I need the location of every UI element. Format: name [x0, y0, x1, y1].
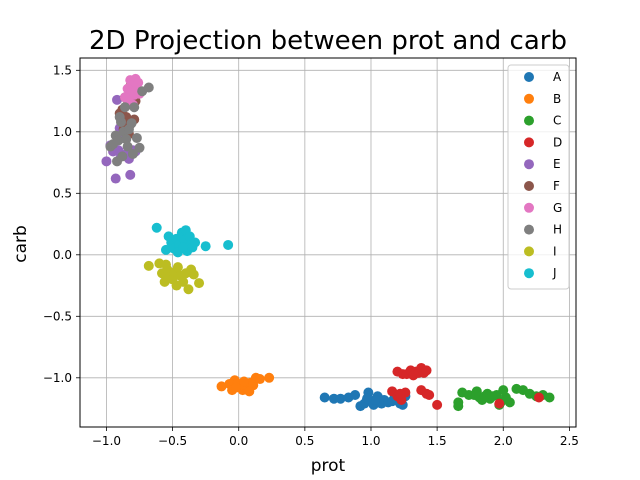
- data-point: [122, 141, 133, 152]
- data-point: [335, 393, 346, 404]
- legend-marker: [524, 93, 534, 104]
- data-point: [112, 94, 123, 105]
- x-tick-label: 1.5: [428, 434, 447, 448]
- y-tick-label: −1.0: [43, 371, 72, 385]
- plot-frame: [79, 57, 577, 428]
- data-point: [113, 135, 124, 146]
- data-point: [126, 118, 137, 129]
- series-I: [143, 258, 205, 295]
- data-point: [160, 244, 171, 255]
- data-point: [110, 173, 121, 184]
- legend-marker: [524, 159, 534, 170]
- data-point: [190, 237, 201, 248]
- y-tick-label: 1.0: [53, 125, 72, 139]
- series-B: [216, 372, 275, 397]
- data-point: [129, 102, 140, 113]
- legend-label: G: [553, 201, 562, 215]
- data-point: [395, 388, 406, 399]
- data-point: [319, 392, 330, 403]
- data-point: [369, 394, 380, 405]
- data-point: [151, 222, 162, 233]
- x-tick-label: 1.0: [361, 434, 380, 448]
- x-tick-label: 0.0: [229, 434, 248, 448]
- data-point: [421, 365, 432, 376]
- y-tick-label: 1.5: [53, 63, 72, 77]
- data-point: [494, 398, 505, 409]
- data-point: [188, 269, 199, 280]
- data-point: [504, 397, 515, 408]
- legend-marker: [524, 115, 534, 126]
- series-H: [105, 82, 154, 167]
- legend-marker: [524, 137, 534, 148]
- legend-label: D: [553, 135, 562, 149]
- data-point: [432, 399, 443, 410]
- legend-marker: [524, 181, 534, 191]
- data-point: [424, 390, 435, 401]
- data-point: [125, 169, 136, 180]
- data-point: [101, 156, 112, 167]
- legend-label: H: [553, 223, 562, 237]
- legend-label: F: [553, 179, 560, 193]
- legend-label: I: [553, 244, 557, 258]
- legend-label: A: [553, 70, 562, 84]
- data-point: [171, 280, 182, 291]
- data-point: [350, 390, 361, 401]
- data-points: [101, 73, 555, 412]
- legend-label: J: [552, 266, 557, 280]
- y-tick-label: 0.0: [53, 248, 72, 262]
- y-axis-label: carb: [11, 225, 31, 263]
- data-point: [223, 239, 234, 250]
- legend-marker: [524, 72, 534, 82]
- data-point: [143, 82, 154, 93]
- data-point: [216, 381, 227, 392]
- legend-marker: [524, 202, 534, 213]
- data-point: [362, 393, 373, 404]
- x-tick-label: 2.5: [560, 434, 579, 448]
- series-D: [387, 362, 544, 410]
- series-J: [151, 222, 234, 258]
- x-tick-label: 2.0: [494, 434, 513, 448]
- data-point: [244, 386, 255, 397]
- y-tick-label: −0.5: [43, 309, 72, 323]
- data-point: [119, 102, 130, 113]
- data-point: [231, 382, 242, 393]
- data-point: [453, 401, 464, 412]
- x-tick-label: −1.0: [92, 434, 121, 448]
- x-axis-label: prot: [311, 456, 346, 476]
- legend-label: E: [553, 157, 561, 171]
- data-point: [172, 262, 183, 273]
- data-point: [114, 112, 125, 123]
- data-point: [533, 392, 544, 403]
- legend-marker: [524, 224, 534, 235]
- chart-title: 2D Projection between prot and carb: [89, 26, 567, 56]
- legend-label: B: [553, 92, 561, 106]
- data-point: [200, 241, 211, 252]
- data-point: [264, 372, 275, 383]
- data-point: [254, 374, 265, 385]
- data-point: [194, 278, 205, 289]
- x-tick-label: 0.5: [295, 434, 314, 448]
- data-point: [121, 134, 132, 145]
- y-tick-label: 0.5: [53, 186, 72, 200]
- legend-label: C: [553, 114, 561, 128]
- legend-marker: [524, 246, 534, 257]
- data-point: [117, 151, 128, 162]
- legend-box: [507, 64, 570, 290]
- legend-marker: [524, 268, 534, 279]
- data-point: [178, 242, 189, 253]
- series-A: [319, 387, 411, 412]
- data-point: [160, 259, 171, 270]
- data-point: [131, 132, 142, 143]
- data-point: [143, 260, 154, 271]
- data-point: [183, 284, 194, 295]
- axis-ticks: −1.0 −0.5 0.0 0.5 1.0 1.5 2.0 2.5 −1.0 −0.5 0.0 0.5…: [43, 63, 579, 448]
- data-point: [544, 392, 555, 403]
- data-point: [239, 376, 250, 387]
- data-point: [127, 148, 138, 159]
- data-point: [134, 142, 145, 153]
- x-tick-label: −0.5: [158, 434, 187, 448]
